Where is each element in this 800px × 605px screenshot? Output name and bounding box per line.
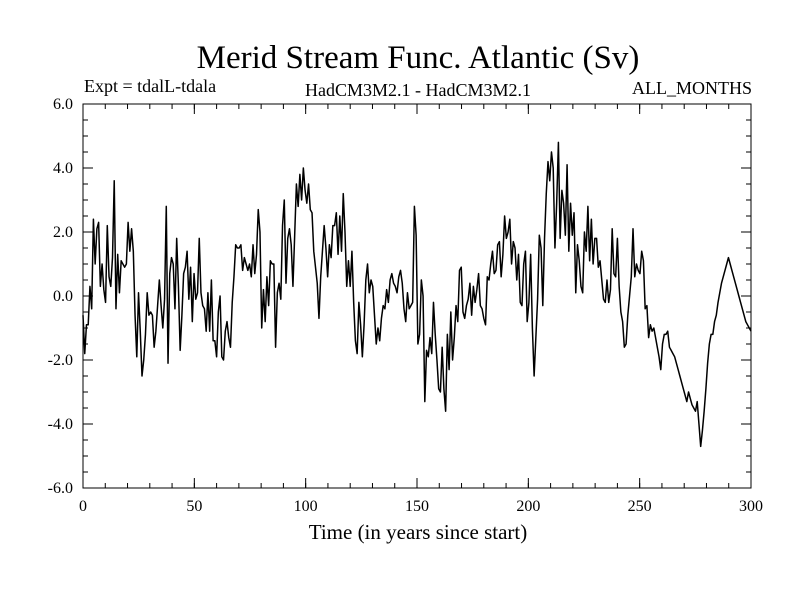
chart-subtitle-center: HadCM3M2.1 - HadCM3M2.1 — [305, 80, 531, 100]
y-tick-label: 0.0 — [53, 288, 73, 305]
y-tick-label: 4.0 — [53, 160, 73, 177]
chart-title: Merid Stream Func. Atlantic (Sv) — [197, 40, 640, 76]
chart-subtitle-left: Expt = tdalL-tdala — [84, 76, 216, 96]
x-tick-label: 150 — [405, 498, 429, 515]
y-tick-label: -2.0 — [48, 352, 73, 369]
x-tick-label: 250 — [628, 498, 652, 515]
y-tick-label: -4.0 — [48, 416, 73, 433]
y-tick-label: 6.0 — [53, 96, 73, 113]
x-tick-label: 200 — [516, 498, 540, 515]
x-tick-label: 100 — [294, 498, 318, 515]
x-axis-label: Time (in years since start) — [309, 520, 528, 544]
y-tick-label: -6.0 — [48, 480, 73, 497]
x-tick-label: 300 — [739, 498, 763, 515]
x-tick-label: 50 — [186, 498, 202, 515]
x-tick-label: 0 — [79, 498, 87, 515]
ticks-layer: 0 50 100 150 200 250 300 -6.0 -4.0 -2.0 0.0 2.0 4.0 6… — [48, 96, 763, 515]
series-layer — [82, 141, 752, 448]
chart-subtitle-right: ALL_MONTHS — [632, 78, 752, 98]
y-tick-label: 2.0 — [53, 224, 73, 241]
series-line — [82, 141, 752, 448]
